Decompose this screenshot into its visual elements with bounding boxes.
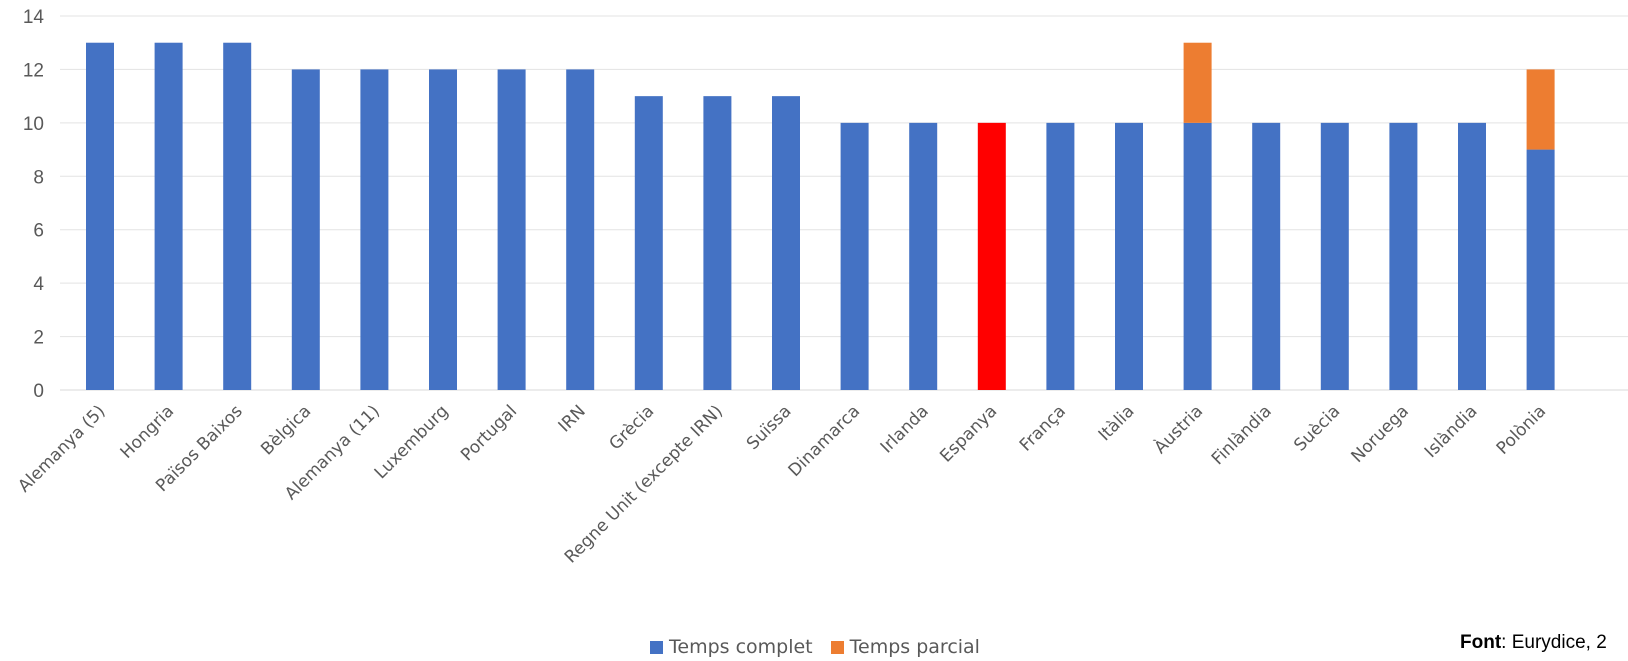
bar-full-time bbox=[1046, 122, 1075, 390]
bar-full-time bbox=[1183, 122, 1212, 390]
bar-full-time bbox=[1526, 149, 1555, 390]
y-axis-ticks: 0 2 4 6 8 10 12 14 bbox=[23, 7, 45, 402]
bar-full-time bbox=[1389, 122, 1418, 390]
legend-label-full-time: Temps complet bbox=[669, 636, 813, 658]
bar-full-time bbox=[429, 69, 457, 390]
x-tick-label: Alemanya (5) bbox=[14, 401, 109, 496]
bar-full-time bbox=[223, 42, 252, 390]
bar-full-time bbox=[977, 122, 1006, 390]
x-tick-label: Suïssa bbox=[743, 401, 796, 454]
legend-swatch-full-time bbox=[650, 640, 663, 654]
bar-part-time bbox=[1183, 42, 1212, 123]
source-label: Font bbox=[1460, 632, 1502, 653]
x-tick-label: Dinamarca bbox=[785, 401, 864, 480]
bar-full-time bbox=[86, 42, 114, 390]
x-tick-label: França bbox=[1016, 401, 1070, 455]
y-tick-label: 2 bbox=[33, 328, 44, 349]
x-tick-label: Àustria bbox=[1149, 400, 1207, 458]
source-text: : Eurydice, 2 bbox=[1501, 632, 1607, 653]
x-tick-label: Islàndia bbox=[1421, 401, 1482, 462]
legend-item-part-time: Temps parcial bbox=[830, 636, 980, 658]
bar-full-time bbox=[497, 69, 526, 390]
x-tick-label: IRN bbox=[555, 401, 590, 436]
x-tick-label: Finlàndia bbox=[1208, 401, 1276, 469]
bar-full-time bbox=[1458, 122, 1486, 390]
y-tick-label: 14 bbox=[23, 7, 45, 28]
bar-full-time bbox=[360, 69, 389, 390]
x-tick-label: Itàlia bbox=[1095, 401, 1139, 445]
bar-full-time bbox=[154, 42, 183, 390]
bar-full-time bbox=[291, 69, 320, 390]
bars bbox=[86, 42, 1555, 391]
bar-full-time bbox=[1320, 122, 1349, 390]
x-tick-label: Suècia bbox=[1290, 401, 1344, 455]
legend: Temps complet Temps parcial bbox=[650, 636, 998, 658]
y-tick-label: 8 bbox=[33, 167, 44, 188]
x-tick-label: Portugal bbox=[457, 401, 521, 465]
x-tick-label: Espanya bbox=[936, 401, 1001, 466]
bar-full-time bbox=[703, 96, 732, 391]
bar-part-time bbox=[1526, 69, 1555, 150]
legend-label-part-time: Temps parcial bbox=[849, 636, 980, 658]
bar-full-time bbox=[772, 96, 800, 391]
bar-full-time bbox=[566, 69, 595, 390]
y-tick-label: 4 bbox=[33, 274, 44, 295]
source-note: Font: Eurydice, 2 bbox=[1460, 632, 1607, 654]
x-tick-label: Polònia bbox=[1493, 401, 1550, 458]
y-tick-label: 10 bbox=[23, 114, 44, 135]
bar-full-time bbox=[1115, 122, 1143, 390]
x-tick-label: Bèlgica bbox=[257, 401, 315, 459]
y-tick-label: 12 bbox=[23, 60, 44, 81]
bar-full-time bbox=[909, 122, 938, 390]
bar-full-time bbox=[840, 122, 869, 390]
legend-item-full-time: Temps complet bbox=[650, 636, 813, 658]
bar-full-time bbox=[1252, 122, 1281, 390]
legend-swatch-part-time bbox=[830, 640, 844, 654]
x-tick-label: Noruega bbox=[1347, 401, 1412, 466]
bar-full-time bbox=[634, 96, 663, 391]
x-tick-label: Luxemburg bbox=[371, 401, 453, 483]
y-tick-label: 0 bbox=[33, 381, 44, 402]
x-tick-label: Grècia bbox=[605, 401, 658, 454]
y-tick-label: 6 bbox=[33, 221, 44, 242]
x-tick-label: Hongria bbox=[117, 401, 178, 462]
x-tick-label: Irlanda bbox=[877, 401, 933, 457]
